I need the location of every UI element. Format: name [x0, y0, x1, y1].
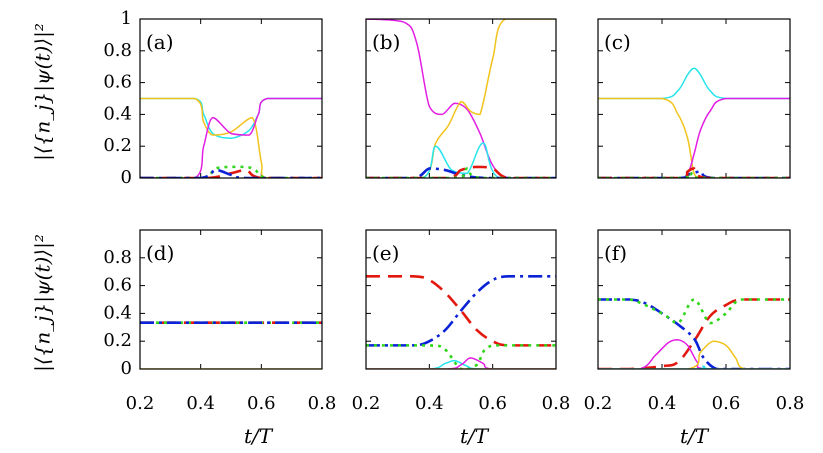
panel-series	[140, 321, 322, 369]
panel-5: 0.2 0.4 0.6 0.8 (e)	[352, 229, 571, 414]
series-line-blue	[140, 168, 322, 178]
panel-label: (f)	[604, 241, 627, 265]
series-line-green	[598, 298, 790, 325]
panel-frame	[365, 229, 557, 370]
panel-label: (d)	[146, 241, 174, 265]
panels-layer: 00.20.40.60.81(a) (b) (c)00.20.40.60.80.2 0…	[103, 8, 804, 414]
series-line-red	[140, 168, 322, 178]
series-line-red	[598, 298, 790, 369]
series-line-red	[366, 165, 556, 178]
y-axis-title-top: |⟨{n_j}|ψ(t)⟩|²	[31, 23, 56, 161]
x-axis-title-left: t/T	[244, 424, 274, 448]
x-tick-label: 0.4	[186, 393, 215, 414]
series-line-blue	[598, 298, 790, 369]
y-tick-label: 0.8	[103, 40, 132, 61]
y-tick-label: 0.4	[103, 302, 132, 323]
series-line-cyan	[598, 67, 790, 100]
x-axis-title-middle: t/T	[460, 424, 490, 448]
series-line-green	[366, 167, 556, 178]
panel-frame	[597, 229, 791, 370]
x-tick-label: 0.4	[648, 393, 677, 414]
series-line-red	[598, 167, 790, 178]
y-tick-label: 0.8	[103, 247, 132, 268]
panel-frame	[139, 18, 323, 179]
series-line-red	[366, 274, 556, 347]
x-axis-title-right: t/T	[680, 424, 710, 448]
panel-3: (c)	[597, 18, 791, 179]
x-tick-label: 0.2	[126, 393, 155, 414]
y-axis-title-top-text: |⟨{n_j}|ψ(t)⟩|²	[31, 23, 56, 161]
x-tick-label: 0.2	[352, 393, 381, 414]
panel-series	[140, 97, 322, 178]
panel-1: 0 0.2 0.4 0.6 0.8 1 (a)	[103, 8, 323, 188]
panel-series	[366, 274, 556, 369]
series-line-green	[598, 171, 790, 178]
panel-frame	[597, 18, 791, 179]
panel-series	[598, 67, 790, 178]
series-line-yellow	[598, 340, 790, 369]
y-tick-label: 0.4	[103, 103, 132, 124]
panel-label: (a)	[146, 30, 174, 54]
x-tick-label: 0.8	[776, 393, 805, 414]
x-tick-label: 0.6	[478, 393, 507, 414]
y-axis-title-bottom-text: |⟨{n_j}|ψ(t)⟩|²	[31, 234, 56, 372]
panel-frame	[365, 18, 557, 179]
y-axis-title-bottom: |⟨{n_j}|ψ(t)⟩|²	[31, 234, 56, 372]
x-tick-label: 0.8	[542, 393, 571, 414]
panel-label: (b)	[372, 30, 400, 54]
panel-series	[598, 298, 790, 369]
series-line-yellow	[140, 97, 322, 178]
series-line-yellow	[598, 97, 790, 178]
panel-label: (e)	[372, 241, 399, 265]
y-tick-label: 0.2	[103, 330, 132, 351]
panel-label: (c)	[604, 30, 631, 54]
x-tick-label: 0.6	[247, 393, 276, 414]
series-line-cyan	[366, 142, 556, 178]
y-tick-label: 0	[121, 167, 132, 188]
x-tick-label: 0.4	[415, 393, 444, 414]
x-tick-label: 0.2	[584, 393, 613, 414]
x-tick-label: 0.8	[308, 393, 337, 414]
series-line-magenta	[140, 97, 322, 178]
y-tick-label: 1	[121, 8, 132, 29]
series-line-magenta	[598, 97, 790, 178]
y-tick-label: 0.2	[103, 135, 132, 156]
panel-2: (b)	[365, 18, 557, 179]
y-tick-label: 0.6	[103, 275, 132, 296]
y-tick-label: 0	[121, 358, 132, 379]
y-tick-label: 0.6	[103, 72, 132, 93]
x-tick-label: 0.6	[712, 393, 741, 414]
series-line-blue	[366, 274, 556, 347]
panel-4: 0 0.2 0.4 0.6 0.8 0.2 0.4 0.6 0.8 (d)	[103, 229, 337, 414]
series-line-cyan	[598, 365, 790, 369]
panel-frame	[139, 229, 323, 370]
panel-6: 0.2 0.4 0.6 0.8 (f)	[584, 229, 805, 414]
series-line-magenta	[598, 339, 790, 369]
